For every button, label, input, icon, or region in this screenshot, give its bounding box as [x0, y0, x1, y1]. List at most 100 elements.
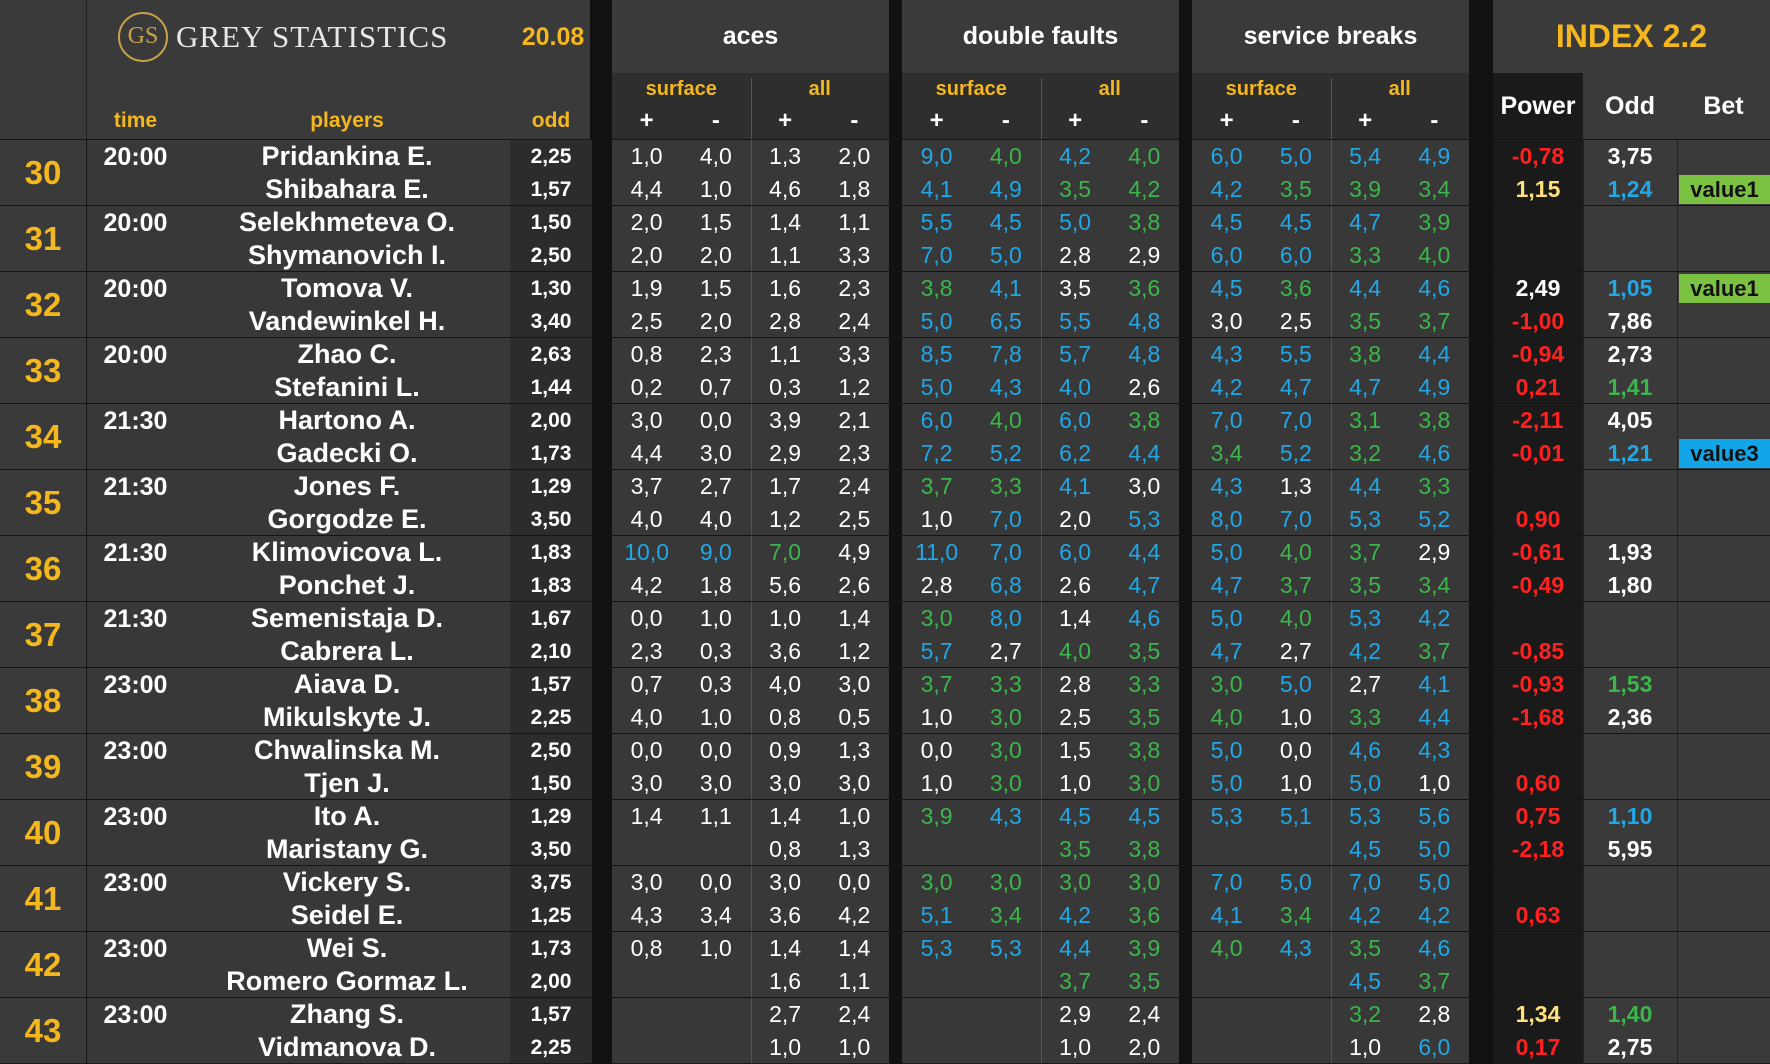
- stat-value: 5,6: [1418, 803, 1451, 829]
- player-odd: 2,00: [530, 408, 572, 432]
- stat-value: 4,6: [1418, 935, 1451, 961]
- odds-cell: [510, 800, 592, 865]
- stat-value: 4,6: [1418, 275, 1451, 301]
- stat-value: 4,4: [1418, 704, 1451, 730]
- stat-value: 1,5: [699, 275, 732, 301]
- stat-value: 1,4: [838, 935, 871, 961]
- stats-divider: [1330, 272, 1332, 337]
- stat-value: 3,6: [769, 638, 802, 664]
- player-name: Ponchet J.: [278, 570, 416, 600]
- stat-value: 0,0: [699, 869, 732, 895]
- stat-value: 5,7: [1059, 341, 1092, 367]
- stat-value: 2,1: [838, 407, 871, 433]
- sign-aces-0: +: [639, 107, 654, 134]
- stat-value: 1,6: [769, 968, 802, 994]
- odd2-cell: [1583, 932, 1677, 997]
- power-value: 0,17: [1515, 1034, 1561, 1060]
- gutter-3: [1179, 0, 1192, 1064]
- stat-value: 0,3: [699, 671, 732, 697]
- player-name: Vidmanova D.: [257, 1032, 437, 1062]
- power-value: -1,68: [1511, 704, 1565, 730]
- stat-value: 4,0: [699, 143, 732, 169]
- stat-value: 2,3: [630, 638, 663, 664]
- stat-value: 3,0: [769, 869, 802, 895]
- stat-value: 3,7: [1059, 968, 1092, 994]
- stat-value: 2,3: [699, 341, 732, 367]
- stat-value: 4,8: [1128, 341, 1161, 367]
- player-name: Gadecki O.: [276, 438, 418, 468]
- stat-value: 1,4: [769, 803, 802, 829]
- stat-value: 2,6: [1128, 374, 1161, 400]
- stat-value: 0,5: [838, 704, 871, 730]
- stat-value: 4,7: [1349, 374, 1382, 400]
- stat-value: 5,0: [1210, 605, 1243, 631]
- odd2-cell: [1583, 470, 1677, 535]
- power-value: 2,49: [1515, 275, 1561, 301]
- power-value: 0,60: [1515, 770, 1561, 796]
- players-cell: [184, 602, 510, 667]
- index-divider: [1677, 272, 1678, 337]
- players-cell: [184, 932, 510, 997]
- index-divider: [1583, 932, 1584, 997]
- player-name: Tomova V.: [280, 273, 414, 303]
- stat-value: 5,3: [1349, 605, 1382, 631]
- player-name: Shymanovich I.: [247, 240, 447, 270]
- stat-value: 1,4: [630, 803, 663, 829]
- stat-value: 5,3: [989, 935, 1022, 961]
- stat-value: 7,0: [920, 242, 953, 268]
- sign-aces-3: -: [850, 107, 859, 134]
- date-label: 20.08: [521, 22, 585, 51]
- stat-value: 4,9: [1418, 374, 1451, 400]
- stat-value: 8,0: [1210, 506, 1243, 532]
- bet-badge: value3: [1679, 439, 1770, 468]
- stat-value: 2,4: [1128, 1001, 1161, 1027]
- index-divider: [1677, 602, 1678, 667]
- stat-value: 0,3: [769, 374, 802, 400]
- player-name: Aiava D.: [293, 669, 401, 699]
- players-cell: [184, 470, 510, 535]
- player-odd: 1,50: [530, 210, 572, 234]
- stat-value: 3,4: [699, 902, 732, 928]
- stat-value: 5,3: [1128, 506, 1161, 532]
- stats-divider: [1330, 602, 1332, 667]
- player-name: Wei S.: [306, 933, 388, 963]
- stat-value: 4,3: [1279, 935, 1312, 961]
- stat-value: 3,7: [1418, 968, 1451, 994]
- stat-value: 5,4: [1349, 143, 1382, 169]
- col-header-odd: odd: [531, 109, 571, 132]
- power-value: 0,75: [1515, 803, 1561, 829]
- bet-badge: value1: [1679, 274, 1770, 303]
- player-odd: 1,29: [530, 474, 572, 498]
- match-number: 42: [0, 932, 86, 997]
- stat-value: 3,5: [1349, 572, 1382, 598]
- stat-value: 4,2: [1210, 374, 1243, 400]
- stat-value: 7,8: [989, 341, 1022, 367]
- match-number: 40: [0, 800, 86, 865]
- stats-divider: [750, 800, 752, 865]
- match-time-cell: [87, 602, 184, 667]
- stat-value: 1,0: [920, 704, 953, 730]
- player-odd: 1,29: [530, 804, 572, 828]
- stats-divider: [1040, 932, 1042, 997]
- stat-value: 6,0: [1279, 242, 1312, 268]
- power-value: 1,34: [1515, 1001, 1561, 1027]
- stats-divider: [1330, 998, 1332, 1063]
- stat-value: 3,0: [699, 440, 732, 466]
- stats-divider: [1330, 668, 1332, 733]
- index-odd-value: 1,80: [1607, 572, 1653, 598]
- stats-divider: [750, 602, 752, 667]
- stat-value: 2,5: [1059, 704, 1092, 730]
- stat-value: 3,4: [1418, 572, 1451, 598]
- stat-value: 3,2: [1349, 1001, 1382, 1027]
- stats-divider: [750, 206, 752, 271]
- match-time: 23:00: [103, 802, 168, 831]
- bet-cell: [1677, 536, 1770, 601]
- stat-value: 6,8: [989, 572, 1022, 598]
- row-line-39: [0, 733, 1770, 734]
- stat-value: 3,5: [1128, 968, 1161, 994]
- odd2-cell: [1583, 602, 1677, 667]
- stat-value: 3,3: [1349, 704, 1382, 730]
- stat-value: 1,0: [920, 506, 953, 532]
- bet-cell: [1677, 602, 1770, 667]
- stat-value: 1,2: [838, 638, 871, 664]
